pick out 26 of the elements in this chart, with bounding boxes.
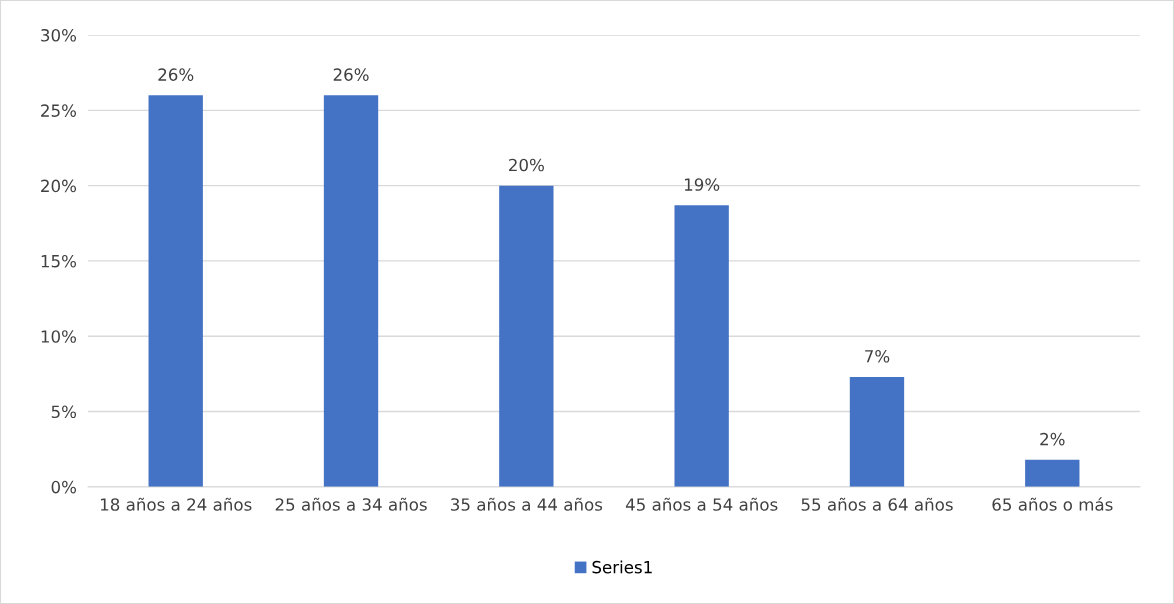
bar — [148, 95, 203, 487]
bar — [323, 95, 379, 487]
x-tick-label: 65 años o más — [992, 497, 1113, 511]
bar — [499, 185, 554, 487]
x-tick-label: 18 años a 24 años — [100, 497, 252, 511]
data-label: 2% — [1040, 432, 1065, 446]
y-tick-label: 20% — [41, 179, 77, 193]
y-tick-label: 25% — [41, 104, 77, 117]
y-tick-label: 5% — [51, 405, 77, 419]
data-label: 26% — [158, 68, 194, 81]
bar — [674, 205, 729, 487]
data-label: 7% — [865, 349, 890, 363]
y-tick-label: 30% — [41, 28, 77, 42]
x-tick-label: 45 años a 54 años — [625, 497, 778, 511]
data-label: 19% — [684, 178, 720, 191]
x-tick-label: 35 años a 44 años — [451, 497, 603, 511]
y-tick-label: 10% — [41, 330, 77, 343]
x-tick-label: 55 años a 64 años — [801, 497, 953, 511]
y-tick-label: 15% — [41, 254, 77, 268]
bar — [849, 376, 905, 487]
data-label: 26% — [333, 68, 369, 81]
x-tick-label: 25 años a 34 años — [275, 497, 427, 511]
legend-label: Series1 — [592, 560, 652, 574]
y-tick-label: 0% — [51, 480, 77, 494]
bar — [1025, 459, 1080, 487]
data-label: 20% — [509, 158, 544, 172]
